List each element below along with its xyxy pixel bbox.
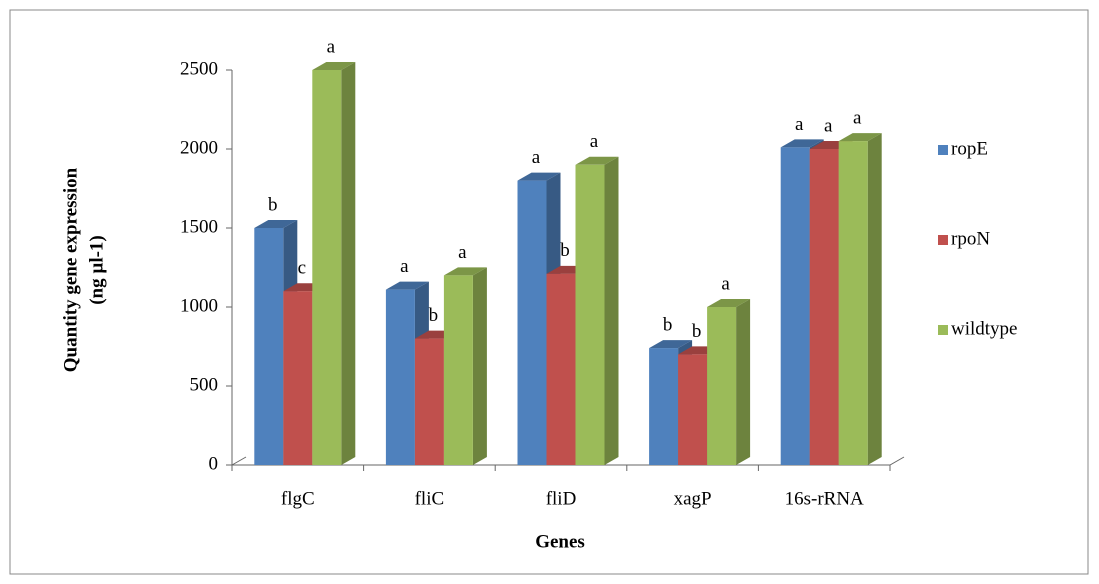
- bar: [415, 339, 444, 465]
- significance-letter: a: [458, 242, 467, 263]
- significance-letter: a: [824, 115, 833, 136]
- significance-letter: b: [692, 321, 702, 342]
- bar: [678, 354, 707, 465]
- bar-side: [736, 299, 750, 465]
- bar: [444, 275, 473, 465]
- significance-letter: b: [663, 314, 673, 335]
- y-axis-title: Quantity gene expression (ng µl-1): [60, 167, 107, 372]
- legend-label: wildtype: [951, 318, 1018, 339]
- significance-letter: a: [400, 256, 409, 277]
- significance-letter: b: [268, 194, 278, 215]
- y-axis-title-line: Quantity gene expression: [60, 167, 81, 372]
- significance-letter: a: [853, 107, 862, 128]
- legend-label: rpoN: [951, 228, 990, 249]
- bar: [781, 147, 810, 465]
- bar: [518, 181, 547, 465]
- bar: [547, 274, 576, 465]
- significance-letter: c: [298, 258, 306, 279]
- x-tick-label: fliD: [546, 488, 577, 509]
- significance-letter: a: [590, 131, 599, 152]
- bar-side: [473, 267, 487, 465]
- y-tick-label: 1500: [180, 216, 218, 237]
- x-tick-label: 16s-rRNA: [785, 488, 864, 509]
- significance-letter: a: [327, 36, 336, 57]
- chart: Genes Quantity gene expression (ng µl-1)…: [0, 0, 1099, 584]
- bar: [576, 165, 605, 465]
- x-tick-label: xagP: [674, 488, 712, 509]
- legend-label: ropE: [951, 138, 988, 159]
- legend-swatch: [938, 145, 948, 155]
- legend-swatch: [938, 325, 948, 335]
- bar: [386, 290, 415, 465]
- bar: [707, 307, 736, 465]
- bar: [312, 70, 341, 465]
- y-tick-label: 500: [190, 374, 219, 395]
- bar-side: [868, 133, 882, 465]
- bar: [254, 228, 283, 465]
- y-axis-title-line: (ng µl-1): [86, 235, 107, 305]
- x-tick-label: fliC: [415, 488, 445, 509]
- legend-swatch: [938, 235, 948, 245]
- y-tick-label: 0: [209, 453, 219, 474]
- y-tick-label: 2000: [180, 137, 218, 158]
- significance-letter: a: [795, 114, 804, 135]
- floor-edge: [232, 457, 246, 465]
- bar-side: [341, 62, 355, 465]
- y-tick-label: 2500: [180, 58, 218, 79]
- significance-letter: b: [429, 305, 439, 326]
- bar: [839, 141, 868, 465]
- x-axis-title: Genes: [535, 531, 585, 552]
- significance-letter: b: [560, 240, 570, 261]
- bar: [810, 149, 839, 465]
- bar: [649, 348, 678, 465]
- y-tick-label: 1000: [180, 295, 218, 316]
- significance-letter: a: [532, 147, 541, 168]
- significance-letter: a: [721, 273, 730, 294]
- x-tick-label: flgC: [281, 488, 315, 509]
- bar: [283, 291, 312, 465]
- bar-side: [605, 157, 619, 465]
